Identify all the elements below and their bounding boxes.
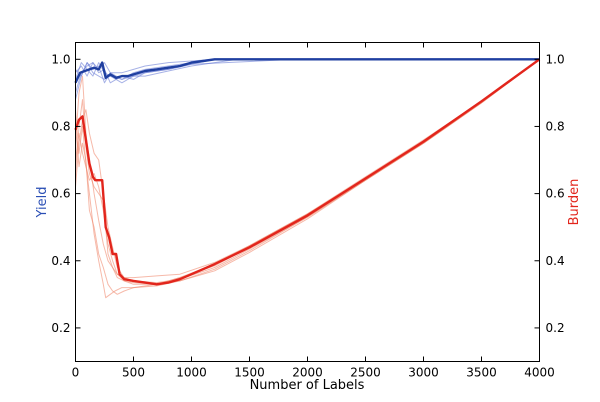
burden-trial-line-7 [75,58,540,284]
right-y-tick-label-4: 1.0 [546,52,565,66]
ticks-layer: 0 500 1000 1500 2000 2500 3000 3500 4000 0.2 0.4 0.… [51,42,565,380]
left-y-tick-label-2: 0.6 [51,187,70,201]
series-layer [74,58,541,299]
burden-trial-line-9 [75,58,540,295]
left-y-tick-label-1: 0.4 [51,254,70,268]
right-y-tick-label-3: 0.8 [546,119,565,133]
x-tick-label-2: 1000 [176,366,207,380]
x-tick-label-8: 4000 [524,366,555,380]
yield-trial-line-3 [75,58,540,94]
x-axis-title: Number of Labels [250,378,365,393]
right-axis-title: Burden [567,179,582,226]
left-y-tick-label-4: 1.0 [51,52,70,66]
x-tick-label-4: 2000 [292,366,323,380]
burden-mean-line-12 [74,58,541,286]
left-axis-title: Yield [35,187,50,219]
right-y-tick-label-0: 0.2 [546,321,565,335]
x-tick-label-0: 0 [72,366,80,380]
x-tick-label-7: 3500 [466,366,497,380]
left-y-tick-label-0: 0.2 [51,321,70,335]
x-tick-label-6: 3000 [408,366,439,380]
left-y-tick-label-3: 0.8 [51,119,70,133]
x-tick-label-5: 2500 [350,366,381,380]
yield-mean-line-11 [74,58,540,84]
right-y-tick-label-1: 0.4 [546,254,565,268]
x-tick-label-3: 1500 [234,366,265,380]
x-tick-label-1: 500 [122,366,145,380]
burden-trial-line-8 [75,58,540,285]
right-y-tick-label-2: 0.6 [546,187,565,201]
